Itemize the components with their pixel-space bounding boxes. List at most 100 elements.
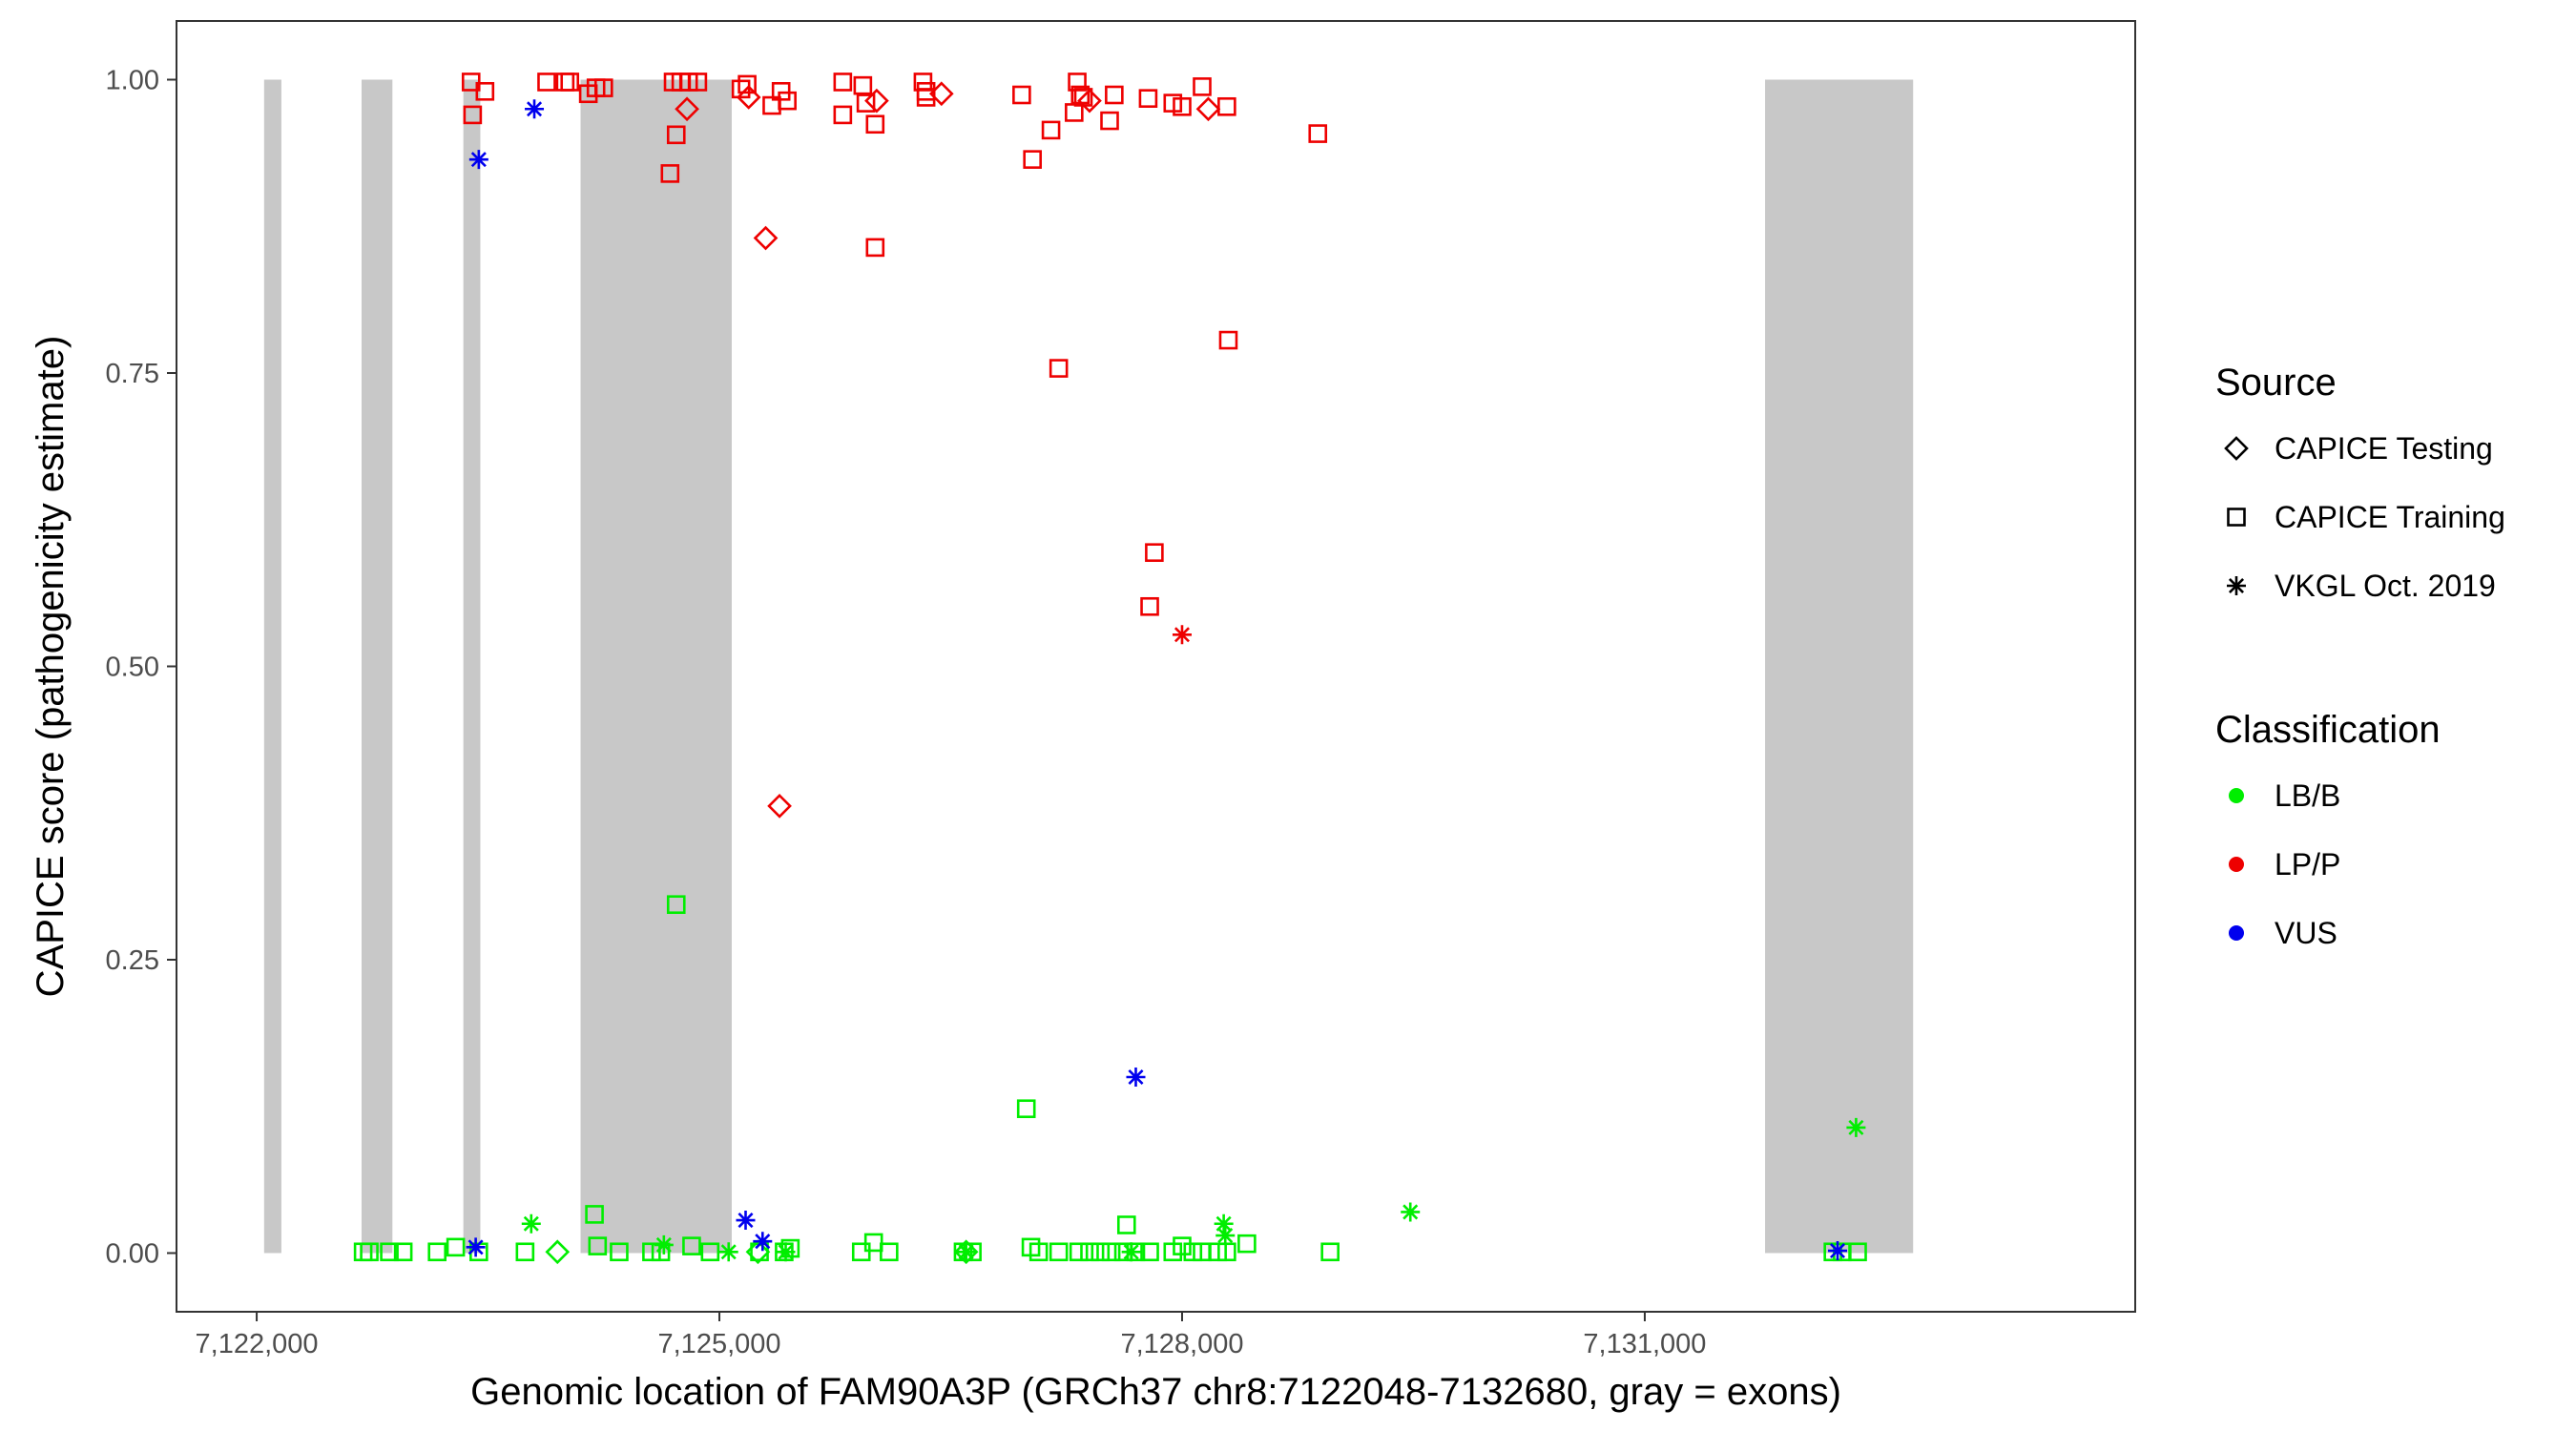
x-tick-label: 7,125,000 [658, 1329, 781, 1359]
y-tick-label: 0.50 [106, 653, 159, 683]
data-point [865, 238, 885, 258]
data-point [1091, 1242, 1111, 1262]
plot-area [176, 20, 2136, 1313]
legend-key-square-icon [2227, 508, 2246, 527]
data-point [767, 794, 792, 819]
data-point [776, 1242, 796, 1262]
legend-label: CAPICE Training [2275, 500, 2505, 534]
data-point [1121, 1242, 1141, 1262]
data-point [833, 105, 853, 125]
legend-key-dot-icon [2229, 925, 2244, 941]
legend-title-classification: Classification [2215, 709, 2441, 751]
data-point [1049, 1242, 1069, 1262]
data-point [610, 1242, 629, 1262]
data-point [393, 1242, 413, 1262]
data-point [675, 96, 699, 122]
data-point [466, 1237, 486, 1257]
x-tick-label: 7,122,000 [196, 1329, 319, 1359]
legend-key-dot-icon [2229, 857, 2244, 872]
data-point [427, 1242, 447, 1262]
legend-label: LP/P [2275, 847, 2340, 881]
data-point [1218, 330, 1238, 350]
data-point [560, 73, 580, 92]
data-point [1140, 596, 1159, 616]
legend-label: VUS [2275, 916, 2337, 950]
data-point [1065, 103, 1084, 122]
data-point [525, 99, 545, 119]
data-point [736, 85, 761, 110]
exon-band [463, 79, 481, 1254]
data-point [1173, 1236, 1192, 1255]
data-point [880, 1242, 899, 1262]
data-point [1049, 359, 1069, 378]
data-point [666, 895, 686, 914]
data-point [446, 1237, 466, 1257]
data-point [1105, 85, 1124, 105]
data-point [731, 79, 751, 99]
data-point [475, 82, 495, 101]
data-point [864, 88, 889, 114]
legend-label: LB/B [2275, 778, 2340, 813]
data-point [1193, 77, 1212, 96]
x-tick-label: 7,128,000 [1120, 1329, 1243, 1359]
exon-band [361, 79, 393, 1254]
data-point [833, 73, 853, 92]
data-point [660, 164, 680, 183]
data-point [1237, 1234, 1257, 1254]
data-point [1308, 124, 1328, 143]
data-point [771, 82, 791, 101]
exon-band [580, 79, 732, 1254]
data-point [1828, 1241, 1848, 1261]
y-tick-label: 0.75 [106, 359, 159, 389]
legend: Source CAPICE Testing CAPICE Training VKGL… [2215, 362, 2505, 950]
data-point [1012, 85, 1031, 105]
data-point [1116, 1215, 1136, 1234]
data-point [956, 1242, 976, 1262]
data-point [865, 114, 885, 135]
data-point [1101, 1242, 1121, 1262]
data-point [1023, 150, 1042, 169]
data-point [1100, 111, 1119, 131]
data-point [545, 1239, 571, 1265]
y-tick-label: 0.00 [106, 1239, 159, 1270]
data-point [682, 1236, 701, 1255]
data-point [856, 93, 876, 113]
data-point [1217, 96, 1236, 116]
data-point [853, 75, 873, 95]
data-point [588, 1236, 608, 1255]
data-point [928, 81, 954, 107]
legend-source-entries: CAPICE Testing CAPICE Training VKGL Oct. 2… [2224, 431, 2505, 603]
y-tick-label: 0.25 [106, 945, 159, 976]
data-point [1140, 1242, 1159, 1262]
legend-label: VKGL Oct. 2019 [2275, 569, 2496, 603]
data-point [1126, 1068, 1146, 1087]
data-point [737, 74, 757, 94]
data-point [537, 73, 556, 92]
legend-key-asterisk-icon [2227, 576, 2246, 595]
data-point [753, 1232, 773, 1252]
data-point [778, 91, 797, 111]
x-axis: 7,122,000 7,125,000 7,128,000 7,131,000 [196, 1312, 1706, 1359]
data-point [521, 1213, 541, 1234]
data-point [1145, 543, 1164, 562]
data-point [515, 1242, 535, 1262]
data-point [585, 1205, 604, 1224]
data-point [1320, 1242, 1340, 1262]
data-point [360, 1242, 379, 1262]
data-point [736, 1211, 756, 1231]
data-point [1172, 625, 1192, 645]
data-point [1215, 1226, 1236, 1246]
y-axis-title: CAPICE score (pathogenicity estimate) [30, 336, 72, 998]
x-tick-label: 7,131,000 [1583, 1329, 1706, 1359]
data-point [1041, 120, 1061, 140]
data-point [555, 73, 575, 92]
data-point [461, 73, 481, 92]
data-point [745, 1239, 771, 1265]
data-point [1028, 1242, 1049, 1262]
data-point [753, 225, 779, 251]
data-point [1069, 1242, 1089, 1262]
legend-label: CAPICE Testing [2275, 431, 2493, 466]
data-point [593, 78, 613, 97]
data-points [353, 73, 1867, 1265]
